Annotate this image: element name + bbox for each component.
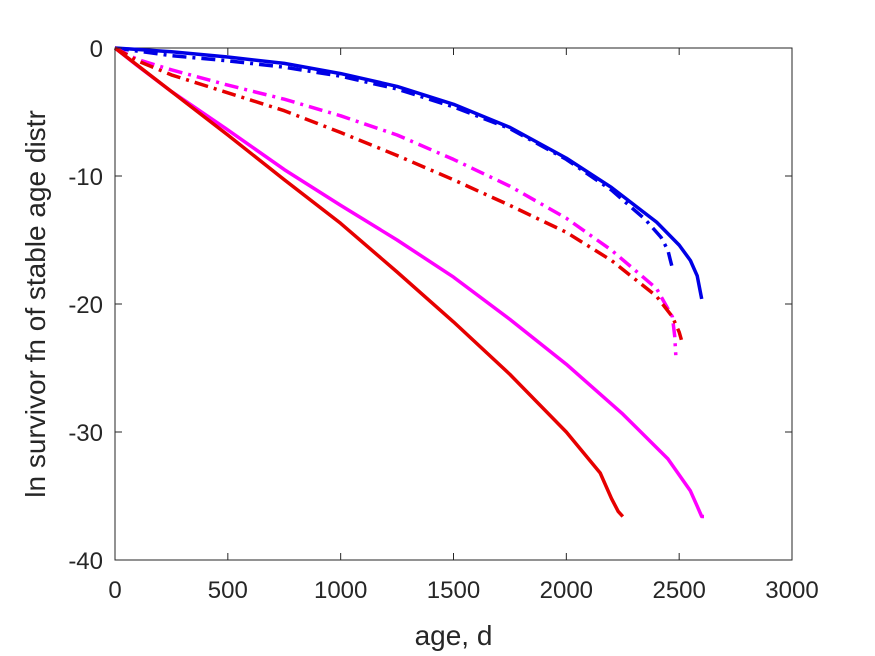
series-line-6 bbox=[113, 46, 625, 518]
x-tick-label: 0 bbox=[108, 577, 121, 604]
x-tick-label: 2000 bbox=[540, 577, 593, 604]
x-tick-label: 1500 bbox=[427, 577, 480, 604]
x-tick-label: 1000 bbox=[314, 577, 367, 604]
y-tick-label: -30 bbox=[68, 420, 103, 447]
y-tick-label: -20 bbox=[68, 292, 103, 319]
x-tick-label: 500 bbox=[208, 577, 248, 604]
series-line-4 bbox=[114, 46, 684, 341]
series-line-1 bbox=[114, 46, 704, 300]
y-axis-label: ln survivor fn of stable age distr bbox=[20, 110, 51, 498]
series-line-2 bbox=[114, 46, 675, 269]
series-line-5 bbox=[113, 46, 704, 519]
x-tick-label: 2500 bbox=[652, 577, 705, 604]
y-tick-label: 0 bbox=[90, 36, 103, 63]
y-tick-label: -10 bbox=[68, 164, 103, 191]
y-tick-label: -40 bbox=[68, 548, 103, 575]
x-tick-label: 3000 bbox=[765, 577, 818, 604]
series-layer bbox=[113, 46, 704, 519]
tick-layer: 0 500 1000 1500 2000 2500 3000 0 -10 -20 -30 -40 bbox=[68, 36, 818, 604]
x-axis-label: age, d bbox=[415, 620, 493, 651]
